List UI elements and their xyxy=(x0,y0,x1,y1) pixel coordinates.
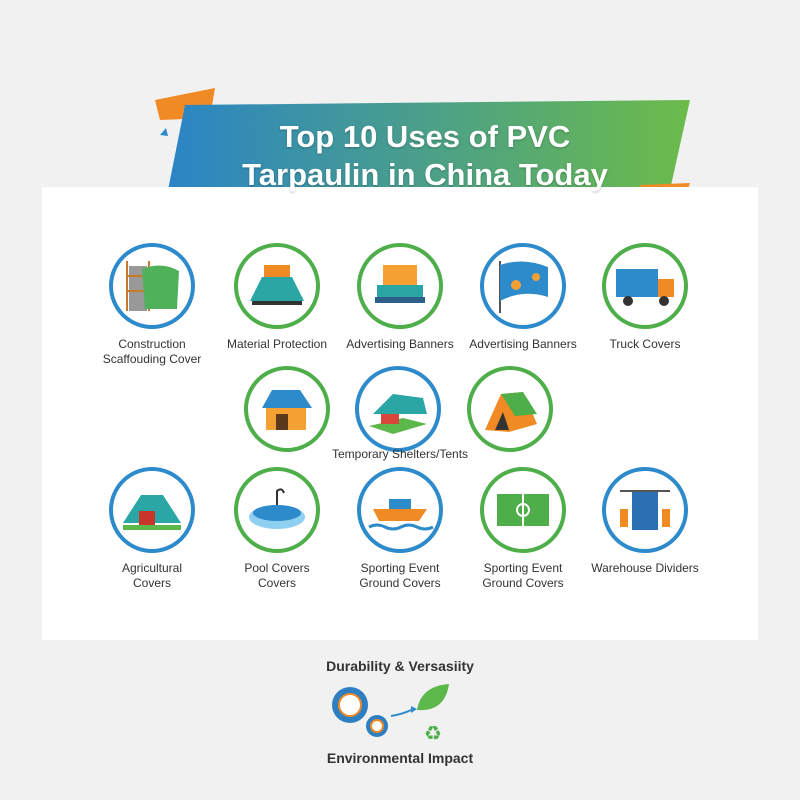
use-label: Advertising Banners xyxy=(469,337,577,351)
use-pool-covers: Pool Covers Covers xyxy=(207,467,347,591)
barn-icon xyxy=(244,366,330,452)
gear-icon xyxy=(332,687,368,723)
use-advertising-banners-2: Advertising Banners xyxy=(453,243,593,352)
use-material-protection: Material Protection xyxy=(207,243,347,352)
curtain-divider-icon xyxy=(602,467,688,553)
title-line-1: Top 10 Uses of PVC xyxy=(279,119,571,154)
arrow-icon xyxy=(390,709,412,717)
footer-graphic: ♻ xyxy=(332,684,449,745)
use-label: Advertising Banners xyxy=(346,337,454,351)
use-sporting-event-1: Sporting Event Ground Covers xyxy=(330,467,470,591)
boat-icon xyxy=(357,467,443,553)
use-label: Warehouse Dividers xyxy=(591,561,699,575)
gear-icon xyxy=(366,715,388,737)
use-label: Sporting Event Ground Covers xyxy=(359,561,441,590)
durability-heading: Durability & Versasiity xyxy=(326,658,474,674)
use-agricultural: Agricultural Covers xyxy=(82,467,222,591)
use-construction: Construction Scaffouding Cover xyxy=(82,243,222,367)
shelter-barn xyxy=(217,366,357,452)
use-label: Agricultural Covers xyxy=(121,561,183,590)
use-truck-covers: Truck Covers xyxy=(575,243,715,352)
canopy-shelter-icon xyxy=(355,366,441,452)
title-line-2: Tarpaulin in China Today xyxy=(242,157,608,192)
use-label: Sporting Event Ground Covers xyxy=(482,561,564,590)
environmental-impact-heading: Environmental Impact xyxy=(326,750,474,766)
temporary-shelters-label: Temporary Shelters/Tents xyxy=(331,447,469,461)
flag-banner-icon xyxy=(480,243,566,329)
page-title: Top 10 Uses of PVC Tarpaulin in China To… xyxy=(190,118,660,194)
truck-icon xyxy=(602,243,688,329)
soccer-field-icon xyxy=(480,467,566,553)
use-label: Construction Scaffouding Cover xyxy=(102,337,202,366)
shelter-canopy xyxy=(328,366,468,452)
use-sporting-event-2: Sporting Event Ground Covers xyxy=(453,467,593,591)
tent-icon xyxy=(467,366,553,452)
use-warehouse-dividers: Warehouse Dividers xyxy=(575,467,715,576)
greenhouse-icon xyxy=(109,467,195,553)
recycle-icon: ♻ xyxy=(424,723,442,745)
covered-pallet-icon xyxy=(234,243,320,329)
pool-cover-icon xyxy=(234,467,320,553)
use-advertising-banners-1: Advertising Banners xyxy=(330,243,470,352)
use-label: Truck Covers xyxy=(609,337,681,351)
use-label: Material Protection xyxy=(226,337,328,351)
leaf-icon xyxy=(417,684,449,711)
shelter-tent xyxy=(440,366,580,452)
use-label: Pool Covers Covers xyxy=(244,561,310,590)
stacked-boxes-icon xyxy=(357,243,443,329)
scaffolding-icon xyxy=(109,243,195,329)
